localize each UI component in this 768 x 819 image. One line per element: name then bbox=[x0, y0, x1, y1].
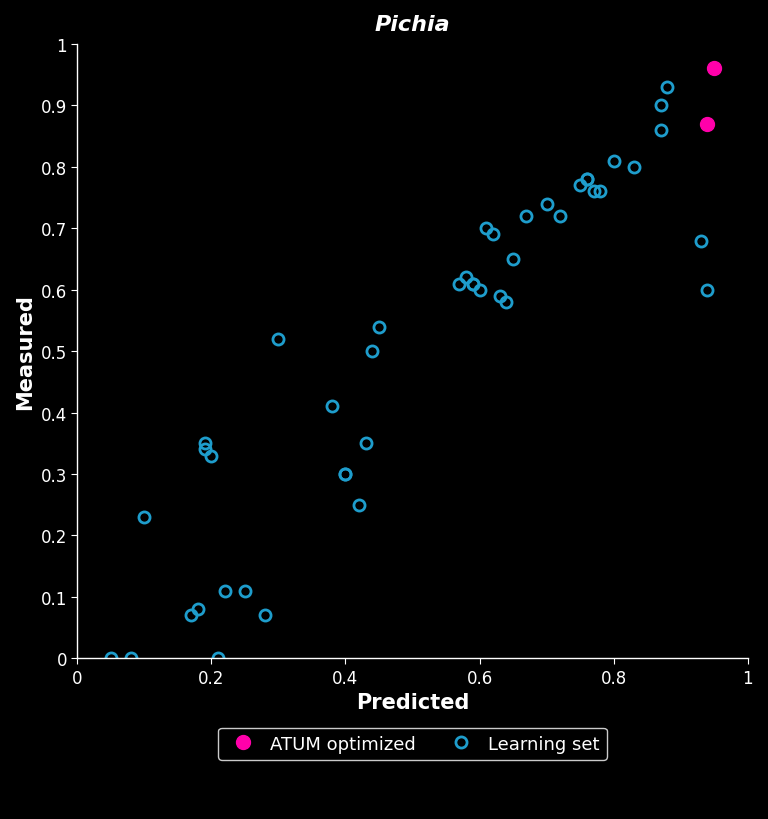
Title: Pichia: Pichia bbox=[375, 15, 450, 35]
X-axis label: Predicted: Predicted bbox=[356, 693, 469, 713]
Legend: ATUM optimized, Learning set: ATUM optimized, Learning set bbox=[218, 727, 607, 760]
Y-axis label: Measured: Measured bbox=[15, 294, 35, 410]
